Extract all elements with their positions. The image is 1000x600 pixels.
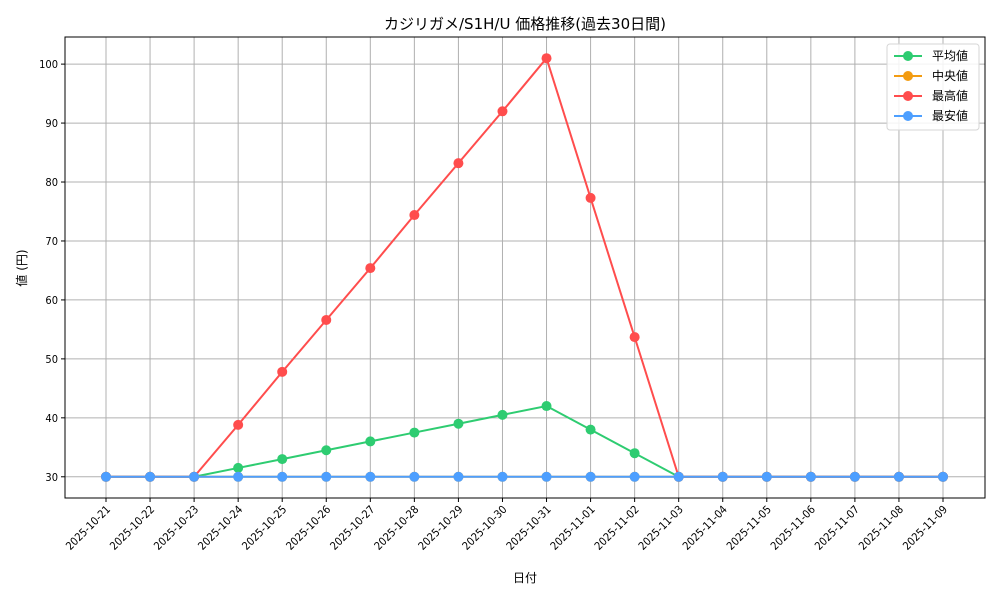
- plot-frame: [64, 36, 986, 499]
- data-point: [893, 471, 904, 482]
- data-point: [585, 424, 596, 435]
- x-tick-label: 2025-10-27: [328, 503, 378, 553]
- y-tick-label: 70: [45, 235, 58, 248]
- data-point: [585, 471, 596, 482]
- data-point: [673, 471, 684, 482]
- y-tick-label: 100: [39, 58, 58, 71]
- data-point: [321, 314, 332, 325]
- x-axis-ticks: 2025-10-212025-10-222025-10-232025-10-24…: [63, 498, 950, 553]
- legend-label: 平均値: [932, 48, 968, 63]
- legend-label: 最安値: [932, 108, 968, 123]
- x-tick-label: 2025-11-08: [856, 503, 906, 553]
- series-line: [106, 404, 943, 478]
- legend-box: [886, 43, 980, 131]
- y-axis-label: 値 (円): [14, 249, 29, 286]
- x-axis-label: 日付: [513, 571, 537, 585]
- x-tick-label: 2025-11-06: [768, 503, 818, 553]
- data-point: [497, 106, 508, 117]
- x-tick-label: 2025-10-29: [416, 503, 466, 553]
- y-axis-ticks: 30 40 50 60 70 80 90 100: [39, 58, 65, 484]
- series-0: [101, 401, 948, 482]
- series-line: [106, 56, 943, 478]
- x-tick-label: 2025-11-04: [680, 503, 730, 553]
- data-point: [629, 332, 640, 343]
- data-point: [629, 471, 640, 482]
- chart-title: カジリガメ/S1H/U 価格推移(過去30日間): [384, 15, 666, 33]
- data-point: [233, 471, 244, 482]
- x-tick-label: 2025-10-21: [63, 503, 113, 553]
- x-tick-label: 2025-10-30: [460, 503, 510, 553]
- x-tick-label: 2025-10-22: [107, 503, 157, 553]
- data-point: [409, 210, 420, 221]
- data-point: [541, 471, 552, 482]
- series-3: [101, 471, 948, 482]
- data-point: [453, 471, 464, 482]
- data-point: [409, 427, 420, 438]
- y-tick-label: 90: [45, 117, 58, 130]
- legend-label: 最高値: [932, 88, 968, 103]
- y-tick-label: 80: [45, 176, 58, 189]
- y-tick-label: 60: [45, 294, 58, 307]
- legend-marker-icon: [903, 91, 913, 101]
- legend-label: 中央値: [932, 68, 968, 83]
- x-tick-label: 2025-10-28: [372, 503, 422, 553]
- data-point: [453, 418, 464, 429]
- data-point: [365, 263, 376, 274]
- data-point: [409, 471, 420, 482]
- data-point: [145, 471, 156, 482]
- y-tick-label: 30: [45, 471, 58, 484]
- data-point: [189, 471, 200, 482]
- data-point: [585, 192, 596, 203]
- data-point: [277, 471, 288, 482]
- x-tick-label: 2025-10-23: [151, 503, 201, 553]
- legend-marker-icon: [903, 111, 913, 121]
- grid-lines: [65, 37, 985, 498]
- y-tick-label: 50: [45, 353, 58, 366]
- x-tick-label: 2025-10-24: [195, 503, 245, 553]
- x-tick-label: 2025-10-31: [504, 503, 554, 553]
- data-point: [717, 471, 728, 482]
- data-point: [497, 471, 508, 482]
- data-point: [233, 419, 244, 430]
- data-point: [497, 409, 508, 420]
- x-tick-label: 2025-11-05: [724, 503, 774, 553]
- x-tick-label: 2025-11-09: [900, 503, 950, 553]
- y-tick-label: 40: [45, 412, 58, 425]
- data-point: [321, 471, 332, 482]
- data-point: [277, 366, 288, 377]
- x-tick-label: 2025-11-07: [812, 503, 862, 553]
- data-point: [541, 401, 552, 412]
- data-point: [101, 471, 111, 482]
- data-point: [805, 471, 816, 482]
- legend-marker-icon: [903, 71, 913, 81]
- data-point: [453, 158, 464, 169]
- x-tick-label: 2025-10-25: [239, 503, 289, 553]
- data-point: [233, 462, 244, 473]
- data-series: [101, 53, 948, 482]
- data-point: [761, 471, 772, 482]
- data-point: [629, 448, 640, 459]
- x-tick-label: 2025-10-26: [284, 503, 334, 553]
- data-point: [277, 454, 288, 465]
- data-point: [541, 53, 552, 64]
- x-tick-label: 2025-11-01: [548, 503, 598, 553]
- data-point: [849, 471, 860, 482]
- legend-marker-icon: [903, 51, 913, 61]
- data-point: [365, 471, 376, 482]
- x-tick-label: 2025-11-02: [592, 503, 642, 553]
- x-tick-label: 2025-11-03: [636, 503, 686, 553]
- data-point: [938, 471, 948, 482]
- data-point: [321, 445, 332, 456]
- data-point: [365, 436, 376, 447]
